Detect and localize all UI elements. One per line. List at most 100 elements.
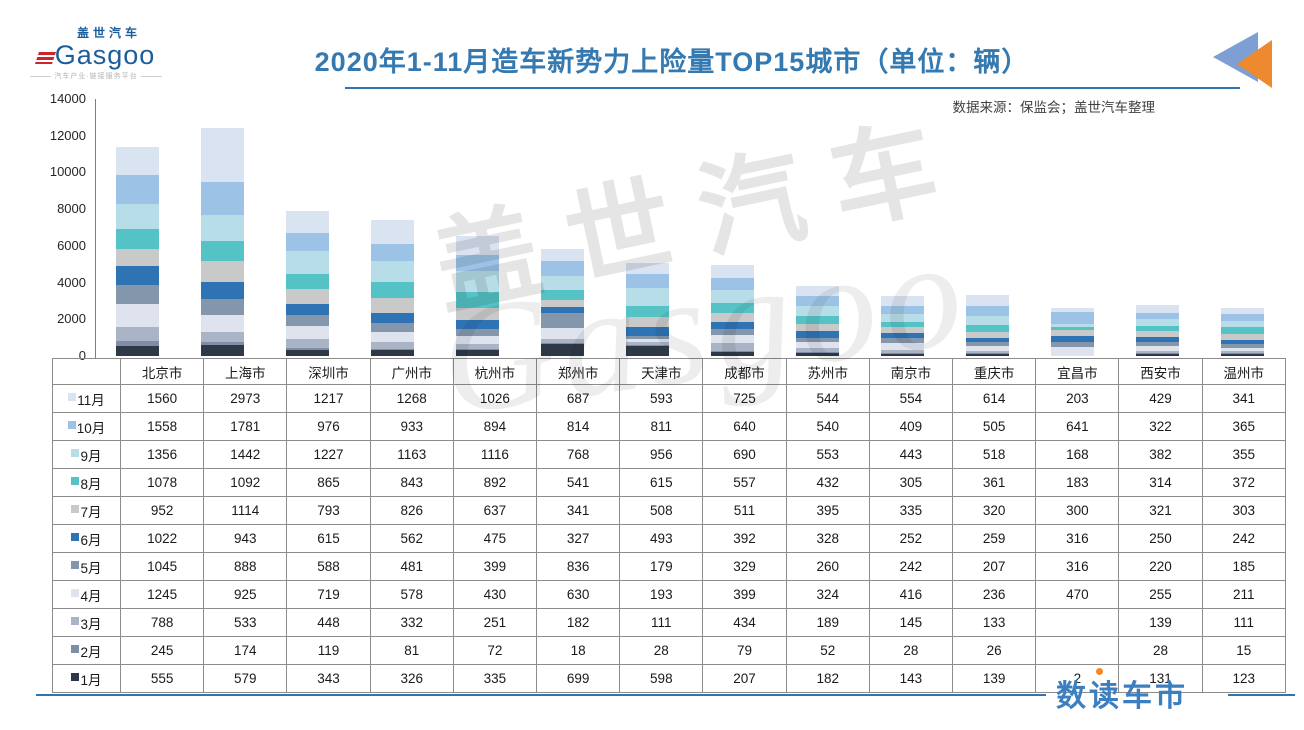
value-cell: 365: [1201, 412, 1286, 441]
value-cell: 203: [1035, 384, 1120, 413]
bar-segment: [286, 315, 329, 327]
bar-segment: [116, 326, 159, 342]
value-cell: 392: [702, 524, 787, 553]
value-cell: 892: [452, 468, 538, 497]
city-header-cell: 宜昌市: [1035, 358, 1120, 385]
value-cell: 511: [702, 496, 787, 525]
y-axis-label: 6000: [57, 237, 86, 253]
value-cell: 699: [536, 664, 621, 693]
city-header-cell: 深圳市: [286, 358, 371, 385]
value-cell: 211: [1201, 580, 1286, 609]
value-cell: 768: [536, 440, 621, 469]
bar-segment: [796, 348, 839, 352]
value-cell: 1026: [452, 384, 538, 413]
legend-chip-icon: [67, 420, 76, 429]
legend-chip-icon: [71, 644, 80, 653]
bar-segment: [116, 146, 159, 176]
city-header-cell: 上海市: [203, 358, 288, 385]
value-cell: 557: [702, 468, 787, 497]
value-cell: 888: [203, 552, 288, 581]
values-table: 北京市 上海市 深圳市 广州市 杭州市 郑州市 天津市 成都市 苏州市 南京市 重庆市 宜昌市 西安市温…: [52, 358, 1286, 693]
bar-segment: [541, 312, 584, 328]
value-cell: 554: [868, 384, 954, 413]
bar-segment: [201, 315, 244, 333]
value-cell: 182: [536, 608, 621, 637]
value-cell: 1442: [203, 440, 288, 469]
bar-segment: [541, 300, 584, 307]
bar-segment: [711, 312, 754, 323]
value-cell: 409: [868, 412, 954, 441]
bar-segment: [796, 324, 839, 332]
value-cell: 322: [1118, 412, 1203, 441]
bar-segment: [881, 321, 924, 328]
bar-segment: [1051, 347, 1094, 356]
value-cell: 15: [1201, 636, 1286, 665]
bar-segment: [626, 335, 669, 339]
value-cell: 255: [1118, 580, 1203, 609]
value-cell: 505: [952, 412, 1037, 441]
value-cell: 245: [119, 636, 205, 665]
bar-segment: [541, 327, 584, 340]
city-header-cell: 苏州市: [785, 358, 870, 385]
footer-rule-left: [36, 694, 1046, 696]
month-label-cell: 10月: [52, 412, 121, 441]
page-title: 2020年1-11月造车新势力上险量TOP15城市（单位：辆）: [314, 47, 1030, 77]
bar-segment: [286, 210, 329, 234]
bar-segment: [711, 264, 754, 279]
value-cell: 553: [785, 440, 870, 469]
month-label-cell: 2月: [52, 636, 121, 665]
value-cell: 361: [952, 468, 1037, 497]
bar-segment: [626, 273, 669, 289]
bar-segment: [1136, 350, 1179, 354]
legend-chip-icon: [71, 672, 80, 681]
bar-segment: [286, 349, 329, 356]
value-cell: 448: [286, 608, 371, 637]
value-cell: 416: [868, 580, 954, 609]
value-cell: 72: [452, 636, 538, 665]
bar-segment: [371, 348, 414, 350]
value-cell: 593: [619, 384, 704, 413]
table-row: 3月 788 533 448 332 251 182 111 434 189 145 133 139 11…: [52, 608, 1286, 637]
table-row: 6月 1022 943 615 562 475 327 493 392 328 252 259 316 2…: [52, 524, 1286, 553]
month-label-cell: 5月: [52, 552, 121, 581]
value-cell: 395: [785, 496, 870, 525]
bar-segment: [1221, 351, 1264, 354]
table-row: 4月 1245 925 719 578 430 630 193 399 324 416 236 470 2…: [52, 580, 1286, 609]
footer-rule-right: [1228, 694, 1295, 696]
logo-en-text: Gasgoo: [54, 40, 156, 70]
y-axis-label: 12000: [49, 127, 86, 143]
bar-segment: [881, 338, 924, 343]
city-header-cell: 郑州市: [536, 358, 621, 385]
data-source-note: 数据来源：保监会；盖世汽车整理: [952, 100, 1156, 115]
value-cell: 952: [119, 496, 205, 525]
legend-chip-icon: [71, 532, 80, 541]
value-cell: 956: [619, 440, 704, 469]
table-row: 1月 555 579 343 326 335 699 598 207 182 143 139 2 131 1…: [52, 664, 1286, 693]
bar-segment: [1136, 353, 1179, 356]
value-cell: 189: [785, 608, 870, 637]
value-cell: 174: [203, 636, 288, 665]
bar-segment: [286, 251, 329, 274]
value-cell: 355: [1201, 440, 1286, 469]
y-axis-line: [95, 99, 96, 359]
bar-segment: [626, 288, 669, 306]
value-cell: 1560: [119, 384, 205, 413]
table-row: 7月 952 1114 793 826 637 341 508 511 395 335 320 300 3…: [52, 496, 1286, 525]
bar-segment: [541, 306, 584, 313]
city-header-cell: 西安市: [1118, 358, 1203, 385]
bar-segment: [286, 304, 329, 316]
legend-chip-icon: [68, 392, 77, 401]
bar-segment: [456, 348, 499, 350]
bar-segment: [456, 255, 499, 272]
bar-segment: [456, 271, 499, 292]
value-cell: 260: [785, 552, 870, 581]
value-cell: 598: [619, 664, 704, 693]
value-cell: 236: [952, 580, 1037, 609]
bar-segment: [626, 345, 669, 356]
bar-segment: [966, 350, 1009, 353]
value-cell: 185: [1201, 552, 1286, 581]
value-cell: 811: [619, 412, 704, 441]
city-header-cell: 温州市: [1201, 358, 1286, 385]
bar-segment: [371, 350, 414, 356]
